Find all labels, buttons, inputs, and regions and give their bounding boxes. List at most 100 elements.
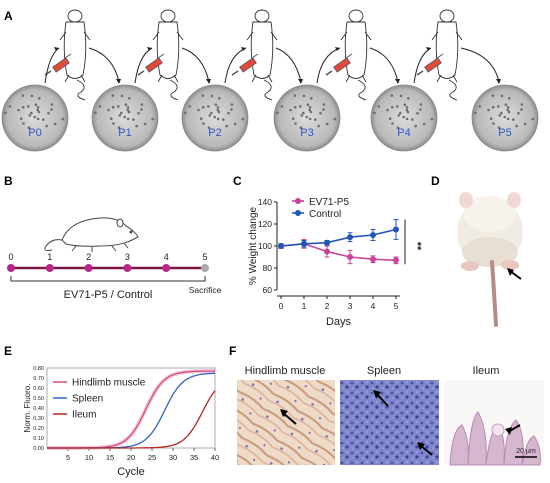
- cell-dot: [143, 122, 147, 126]
- cell-dot: [289, 108, 292, 112]
- histology-title-spleen: Spleen: [367, 365, 401, 377]
- cell-dot: [188, 105, 192, 108]
- timeline-day-label: 1: [47, 252, 52, 262]
- x-tick-label: 35: [190, 453, 198, 462]
- cell-dot: [199, 117, 203, 120]
- y-tick-label: 0.70: [33, 376, 44, 382]
- cell-dot: [317, 124, 320, 128]
- sacrifice-label: Sacrifice: [189, 285, 222, 295]
- cell-dot: [22, 122, 25, 125]
- cell-dot: [184, 111, 187, 115]
- cell-dot: [403, 103, 407, 106]
- x-tick-label: 20: [127, 453, 135, 462]
- arrowhead-icon: [54, 47, 59, 51]
- data-point: [301, 240, 307, 247]
- cell-dot: [50, 103, 54, 106]
- cell-dot: [373, 111, 376, 115]
- cell-dot: [325, 122, 329, 126]
- cell-dot: [302, 94, 306, 98]
- panel-label-b: B: [4, 174, 13, 188]
- timeline-day-label: 5: [202, 252, 207, 262]
- cell-dot: [478, 105, 482, 108]
- cell-dot: [503, 115, 507, 119]
- curved-arrow-icon: [460, 47, 500, 83]
- cell-dot: [407, 97, 410, 100]
- cell-dot: [217, 110, 221, 114]
- cell-dot: [53, 122, 57, 126]
- cell-dot: [500, 111, 503, 115]
- data-point: [278, 243, 284, 249]
- cell-dot: [506, 106, 510, 109]
- cell-dot: [94, 111, 97, 115]
- data-point: [370, 256, 376, 263]
- cell-dot: [309, 110, 313, 114]
- cell-dot: [517, 111, 520, 115]
- cell-dot: [506, 108, 510, 112]
- syringe-icon: [137, 53, 165, 76]
- cell-dot: [111, 94, 115, 97]
- cell-dot: [30, 94, 34, 98]
- y-tick-label: 0.30: [33, 416, 44, 422]
- cell-dot: [399, 111, 402, 115]
- cell-dot: [430, 117, 434, 121]
- cell-dot: [322, 103, 326, 106]
- arrowhead-icon: [426, 47, 431, 51]
- syringe-icon: [325, 53, 353, 76]
- legend-label: Spleen: [72, 394, 103, 405]
- series-line: [280, 242, 397, 262]
- cell-dot: [306, 103, 310, 106]
- cell-dot: [411, 118, 414, 121]
- timeline-day-dot: [7, 264, 15, 272]
- cell-dot: [45, 124, 48, 128]
- curved-arrow-icon: [181, 47, 210, 83]
- cell-dot: [497, 105, 500, 108]
- x-axis-label: Cycle: [117, 466, 145, 478]
- cell-dot: [391, 122, 394, 125]
- cell-dot: [276, 111, 279, 115]
- cell-dot: [201, 105, 205, 109]
- cell-dot: [390, 94, 394, 97]
- passage-label: P4: [397, 127, 410, 139]
- y-tick-label: 0.40: [33, 406, 44, 412]
- mouse-pup-icon: [340, 9, 372, 101]
- y-axis-label: % Weight change: [248, 206, 259, 285]
- arrowhead-icon: [206, 79, 211, 84]
- cell-dot: [319, 111, 322, 115]
- cell-dot: [310, 97, 313, 100]
- arrowhead-icon: [496, 79, 501, 84]
- arrowhead-icon: [335, 47, 340, 51]
- cell-dot: [280, 105, 284, 108]
- cell-dot: [37, 110, 41, 114]
- cell-dot: [109, 117, 113, 120]
- data-point: [347, 254, 353, 260]
- cell-dot: [515, 124, 518, 128]
- arrowhead-icon: [147, 47, 152, 51]
- arrowhead-icon: [241, 47, 246, 51]
- cell-dot: [123, 115, 126, 119]
- cell-dot: [388, 117, 392, 120]
- cell-dot: [197, 108, 200, 112]
- syringe-icon: [416, 53, 444, 76]
- cell-dot: [21, 105, 25, 109]
- cell-dot: [34, 103, 38, 106]
- cell-dot: [293, 94, 297, 97]
- passage-label: P3: [300, 127, 313, 139]
- curved-arrow-icon: [275, 47, 302, 83]
- x-tick-label: 30: [169, 453, 177, 462]
- cell-dot: [506, 117, 510, 121]
- x-tick-label: 5: [66, 453, 70, 462]
- cell-dot: [322, 108, 325, 111]
- panel-a-passage-scheme: P0 P1 P2 P3 P4 P5: [1, 9, 539, 152]
- cell-dot: [112, 122, 115, 125]
- cell-dot: [302, 111, 305, 115]
- data-point: [324, 239, 330, 246]
- cell-dot: [414, 124, 417, 128]
- y-tick-label: 0.80: [33, 366, 44, 372]
- cell-dot: [210, 111, 213, 115]
- cell-dot: [214, 103, 218, 106]
- cell-dot: [135, 124, 138, 128]
- panel-label-c: C: [233, 174, 242, 188]
- cell-dot: [213, 115, 216, 119]
- cell-dot: [416, 111, 419, 115]
- cell-dot: [47, 111, 50, 115]
